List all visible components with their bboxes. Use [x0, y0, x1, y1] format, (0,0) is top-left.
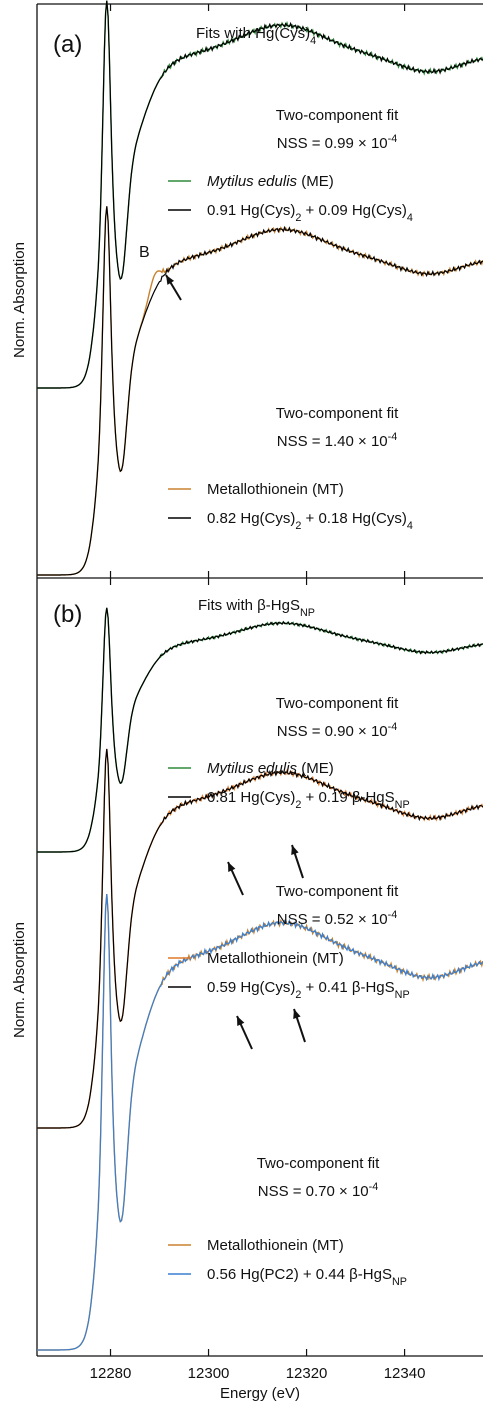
- arrows: [165, 274, 306, 1050]
- legend-fit-label-4-part: 2: [295, 989, 301, 1001]
- legend-fit-label-2-part: + 0.18 Hg(Cys): [301, 510, 406, 527]
- legend-fit-label-5-part: 0.56 Hg(PC2) + 0.44 β-HgS: [207, 1266, 392, 1283]
- arrow-head: [228, 862, 236, 872]
- panel-title-b-part: Fits with β-HgS: [198, 597, 300, 614]
- fit-heading-2-part: Two-component fit: [276, 405, 399, 422]
- fit-nss-1-part: -4: [388, 133, 398, 145]
- legend-sample-label-5: Metallothionein (MT): [207, 1237, 344, 1254]
- x-axis-label: Energy (eV): [220, 1385, 300, 1401]
- legend-fit-label-1-part: + 0.09 Hg(Cys): [301, 202, 406, 219]
- legend-sample-label-3-part: Mytilus edulis: [207, 760, 298, 777]
- mt-fit-b: [37, 748, 483, 1129]
- fit-heading-2: Two-component fit: [276, 405, 399, 422]
- fit-nss-2: NSS = 1.40 × 10-4: [277, 431, 398, 450]
- x-tick-label: 12280: [90, 1365, 132, 1382]
- legend-fit-label-3-part: NP: [395, 799, 410, 811]
- fit-nss-2-part: -4: [388, 431, 398, 443]
- fit-heading-1: Two-component fit: [276, 107, 399, 124]
- legend-sample-label-1: Mytilus edulis (ME): [207, 173, 334, 190]
- panel-title-b-part: NP: [300, 607, 315, 619]
- legend-fit-label-1: 0.91 Hg(Cys)2 + 0.09 Hg(Cys)4: [207, 202, 413, 224]
- legend-fit-label-5: 0.56 Hg(PC2) + 0.44 β-HgSNP: [207, 1266, 407, 1288]
- fit-nss-1: NSS = 0.99 × 10-4: [277, 133, 398, 152]
- legend-sample-label-3: Mytilus edulis (ME): [207, 760, 334, 777]
- arrow-head: [291, 845, 299, 855]
- panel-title-a-part: 4: [310, 35, 316, 47]
- fit-heading-4: Two-component fit: [276, 883, 399, 900]
- fit-nss-3-part: NSS = 0.90 × 10: [277, 723, 388, 740]
- legend-sample-label-4: Metallothionein (MT): [207, 950, 344, 967]
- legend-fit-label-2-part: 0.82 Hg(Cys): [207, 510, 295, 527]
- fit-nss-2-part: NSS = 1.40 × 10: [277, 433, 388, 450]
- fit-nss-1-part: NSS = 0.99 × 10: [277, 135, 388, 152]
- legend-sample-label-2-part: Metallothionein (MT): [207, 481, 344, 498]
- fit-heading-3: Two-component fit: [276, 695, 399, 712]
- fit-heading-5: Two-component fit: [257, 1155, 380, 1172]
- legend-fit-label-4-part: 0.59 Hg(Cys): [207, 979, 295, 996]
- panel-label-b: (b): [53, 601, 82, 628]
- mt-fit-a: [37, 206, 483, 576]
- y-label-b: Norm. Absorption: [11, 922, 28, 1038]
- legend-sample-label-1-part: Mytilus edulis: [207, 173, 298, 190]
- plot-frame: [36, 3, 483, 1357]
- y-label-a: Norm. Absorption: [11, 242, 28, 358]
- legend-fit-label-2-part: 2: [295, 520, 301, 532]
- panel-label-b-part: (b): [53, 601, 82, 628]
- arrow-head: [237, 1016, 245, 1026]
- legend-fit-label-2-part: 4: [407, 520, 413, 532]
- fit-heading-4-part: Two-component fit: [276, 883, 399, 900]
- legend-fit-label-3-part: 0.81 Hg(Cys): [207, 789, 295, 806]
- panel-title-b: Fits with β-HgSNP: [198, 597, 315, 619]
- legend-fit-label-4-part: + 0.41 β-HgS: [301, 979, 394, 996]
- spectra: [37, 0, 483, 1351]
- x-tick-label: 12320: [286, 1365, 328, 1382]
- fit-nss-4-part: NSS = 0.52 × 10: [277, 911, 388, 928]
- legend-fit-label-4-part: NP: [395, 989, 410, 1001]
- legend-sample-label-3-part: (ME): [297, 760, 334, 777]
- panel-label-a-part: (a): [53, 31, 82, 58]
- fit-nss-5: NSS = 0.70 × 10-4: [258, 1181, 379, 1200]
- panel-title-a: Fits with Hg(Cys)4: [196, 25, 316, 47]
- fit-nss-5-part: -4: [369, 1181, 379, 1193]
- legend-fit-label-4: 0.59 Hg(Cys)2 + 0.41 β-HgSNP: [207, 979, 410, 1001]
- fit-nss-4: NSS = 0.52 × 10-4: [277, 909, 398, 928]
- fit-nss-4-part: -4: [388, 909, 398, 921]
- me-fit-a: [37, 0, 483, 389]
- legend-sample-label-1-part: (ME): [297, 173, 334, 190]
- me-fit-b: [37, 607, 483, 853]
- fit-nss-5-part: NSS = 0.70 × 10: [258, 1183, 369, 1200]
- legend-fit-label-2: 0.82 Hg(Cys)2 + 0.18 Hg(Cys)4: [207, 510, 413, 532]
- legend-fit-label-1-part: 2: [295, 212, 301, 224]
- x-tick-label: 12340: [384, 1365, 426, 1382]
- legend-fit-label-5-part: NP: [392, 1276, 407, 1288]
- legend-sample-label-2: Metallothionein (MT): [207, 481, 344, 498]
- legend-sample-label-5-part: Metallothionein (MT): [207, 1237, 344, 1254]
- feature-label-b: B: [139, 244, 150, 261]
- fit-nss-3: NSS = 0.90 × 10-4: [277, 721, 398, 740]
- x-tick-label: 12300: [188, 1365, 230, 1382]
- legend-sample-label-4-part: Metallothionein (MT): [207, 950, 344, 967]
- annotations: (a) Fits with Hg(Cys)4(b) Fits with β-HgSN…: [11, 25, 413, 1401]
- legend-fit-label-3-part: 2: [295, 799, 301, 811]
- fit-heading-5-part: Two-component fit: [257, 1155, 380, 1172]
- legend-fit-label-1-part: 4: [407, 212, 413, 224]
- legend-fit-label-3: 0.81 Hg(Cys)2 + 0.19 β-HgSNP: [207, 789, 410, 811]
- panel-title-a-part: Fits with Hg(Cys): [196, 25, 310, 42]
- feature-label-b-part: B: [139, 244, 150, 261]
- fit-heading-3-part: Two-component fit: [276, 695, 399, 712]
- x-ticks: 12280 12300 12320 12340: [90, 4, 426, 1382]
- fit-heading-1-part: Two-component fit: [276, 107, 399, 124]
- arrow-head: [293, 1009, 301, 1019]
- fit-nss-3-part: -4: [388, 721, 398, 733]
- arrow-head: [166, 275, 175, 285]
- legend-fit-label-3-part: + 0.19 β-HgS: [301, 789, 394, 806]
- panel-label-a: (a): [53, 31, 82, 58]
- legend-fit-label-1-part: 0.91 Hg(Cys): [207, 202, 295, 219]
- pc2-fit-b: [37, 894, 483, 1351]
